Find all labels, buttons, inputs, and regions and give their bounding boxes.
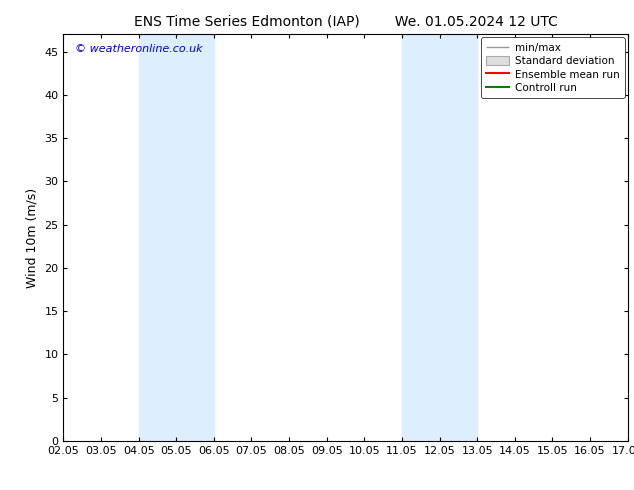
Bar — [139, 34, 214, 441]
Bar — [402, 34, 477, 441]
Legend: min/max, Standard deviation, Ensemble mean run, Controll run: min/max, Standard deviation, Ensemble me… — [481, 37, 624, 98]
Text: © weatheronline.co.uk: © weatheronline.co.uk — [75, 45, 202, 54]
Y-axis label: Wind 10m (m/s): Wind 10m (m/s) — [26, 188, 39, 288]
Title: ENS Time Series Edmonton (IAP)        We. 01.05.2024 12 UTC: ENS Time Series Edmonton (IAP) We. 01.05… — [134, 15, 557, 29]
